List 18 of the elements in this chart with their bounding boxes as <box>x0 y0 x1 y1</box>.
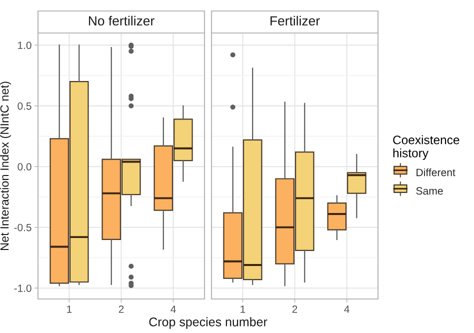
y-tick-label: 0.5 <box>18 102 32 110</box>
x-tick-label: 1 <box>240 306 246 313</box>
y-tick-label: 1.0 <box>18 42 32 50</box>
y-tick-label: 0.0 <box>18 163 32 170</box>
legend-label: Different <box>416 168 456 176</box>
legend-title: Coexistence history <box>393 135 460 160</box>
legend-label: Same <box>416 187 443 195</box>
x-tick-label: 1 <box>67 306 72 313</box>
x-tick-label: 2 <box>292 306 298 313</box>
y-tick-label: -1.0 <box>14 284 32 292</box>
x-axis-title: Crop species number <box>149 317 268 329</box>
chart-title: No fertilizer <box>88 16 154 26</box>
x-tick-label: 4 <box>170 306 176 313</box>
chart-title: Fertilizer <box>270 16 320 26</box>
x-tick-label: 4 <box>344 306 350 313</box>
x-tick-label: 2 <box>118 306 124 313</box>
y-axis-title: Net Interaction Index (NIntC net) <box>0 82 12 250</box>
y-tick-label: -0.5 <box>14 224 32 232</box>
